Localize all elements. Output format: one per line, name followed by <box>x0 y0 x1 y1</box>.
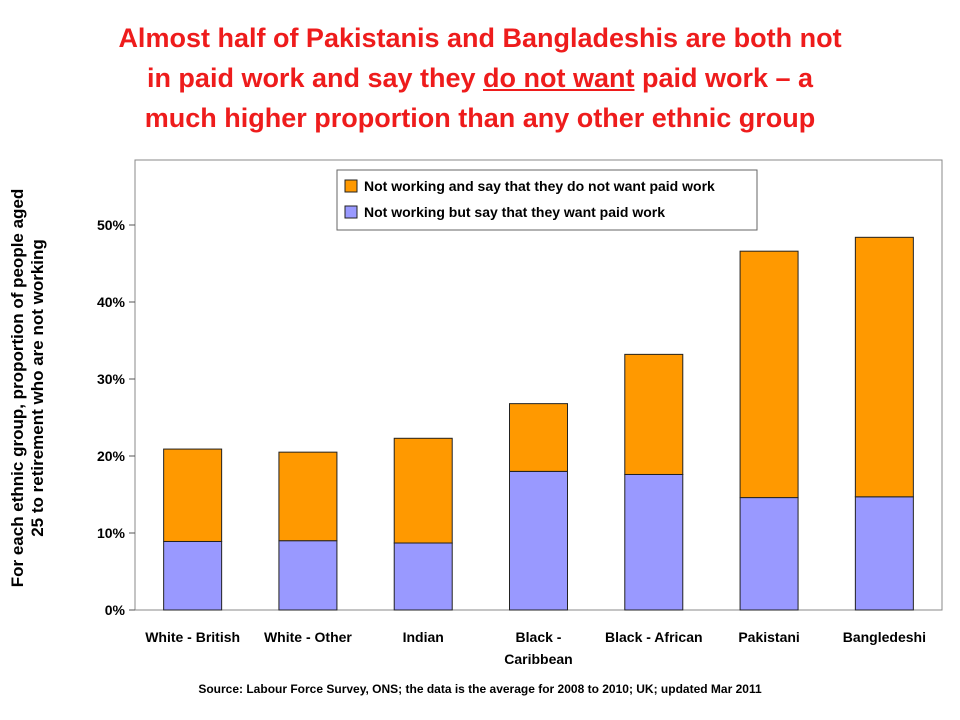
y-tick-label: 40% <box>97 294 126 310</box>
legend-swatch <box>344 205 358 219</box>
bar-want-work <box>739 497 799 611</box>
y-tick-label: 20% <box>97 448 126 464</box>
bar-not-want-work <box>163 448 223 542</box>
slide-title: Almost half of Pakistanis and Bangladesh… <box>20 18 940 138</box>
bar-want-work <box>509 470 568 611</box>
x-tick-label: Black - <box>516 629 562 645</box>
legend-entry: Not working but say that they want paid … <box>364 204 665 220</box>
legend-swatch <box>344 179 358 193</box>
title-emphasis: do not want <box>483 63 635 93</box>
legend <box>336 169 758 231</box>
x-tick-label: Black - African <box>605 629 703 645</box>
x-tick-label: White - Other <box>264 629 352 645</box>
bar-not-want-work <box>854 236 914 498</box>
title-line-2-start: in paid work and say they <box>146 63 484 93</box>
x-tick-label: Pakistani <box>738 629 799 645</box>
title-line-3: much higher proportion than any other et… <box>144 103 816 133</box>
y-tick-label: 50% <box>97 217 126 233</box>
y-tick-label: 10% <box>97 525 126 541</box>
bar-want-work <box>278 540 338 611</box>
bar-want-work <box>854 496 914 611</box>
bar-want-work <box>393 542 453 611</box>
bar-not-want-work <box>624 353 684 475</box>
y-tick-label: 30% <box>97 371 126 387</box>
bar-want-work <box>624 473 684 611</box>
x-tick-label: White - British <box>145 629 240 645</box>
legend-entry: Not working and say that they do not wan… <box>364 178 715 194</box>
source-note: Source: Labour Force Survey, ONS; the da… <box>198 682 762 696</box>
bar-want-work <box>163 540 223 611</box>
bar-not-want-work <box>509 403 568 472</box>
title-line-1: Almost half of Pakistanis and Bangladesh… <box>118 23 842 53</box>
bar-not-want-work <box>278 451 338 542</box>
title-line-2-end: paid work – a <box>634 63 814 93</box>
title-line-2: in paid work and say they do not want pa… <box>20 58 940 98</box>
bar-not-want-work <box>393 437 453 544</box>
y-tick-label: 0% <box>105 602 126 618</box>
x-tick-label: Bangledeshi <box>843 629 926 645</box>
bar-not-want-work <box>739 250 799 499</box>
x-tick-label: Indian <box>403 629 444 645</box>
x-tick-label: Caribbean <box>504 651 572 667</box>
